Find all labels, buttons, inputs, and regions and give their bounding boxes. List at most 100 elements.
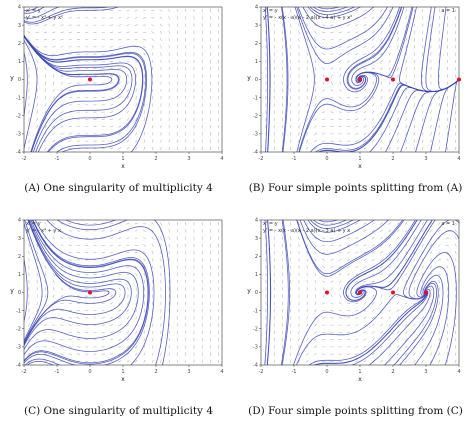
- y-tick-label: 0: [18, 77, 21, 83]
- vector-field-arrow: [438, 103, 440, 107]
- y-axis-label: y: [247, 75, 251, 82]
- plot-c: -2 -1 0 1 2 3 4 4 3 2 1 0 -1 -2 -3 -4 x y x' = yy' = - x⁴ …: [10, 218, 223, 383]
- vector-field-arrow: [380, 38, 383, 42]
- trajectory: [308, 362, 313, 365]
- x-tick-label: 1: [121, 369, 124, 375]
- y-axis-label: y: [10, 288, 14, 295]
- trajectory: [356, 79, 459, 151]
- vector-field-arrow: [168, 16, 171, 20]
- vector-field-arrow: [413, 110, 416, 114]
- vector-field-arrow: [413, 287, 416, 291]
- vector-field-arrow: [118, 96, 122, 99]
- vector-field-arrow: [396, 272, 400, 276]
- vector-field-arrow: [421, 236, 424, 240]
- vector-field-arrow: [109, 31, 114, 33]
- vector-field-arrow: [68, 140, 72, 142]
- vector-field-arrow: [330, 244, 334, 247]
- caption-b: (B) Four simple points splitting from (A…: [248, 182, 463, 194]
- vector-field-arrow: [338, 9, 342, 12]
- vector-field-arrow: [380, 30, 383, 34]
- vector-field-arrow: [52, 96, 55, 100]
- vector-field-arrow: [143, 272, 146, 276]
- trajectory: [24, 283, 126, 346]
- vector-field-arrow: [371, 273, 375, 276]
- vector-field-arrow: [396, 265, 400, 269]
- x-tick-label: 1: [358, 156, 361, 162]
- vector-field-arrow: [346, 9, 351, 12]
- vector-field-arrow: [306, 38, 309, 42]
- vector-field-arrow: [60, 46, 64, 48]
- vector-field-arrow: [322, 244, 326, 246]
- trajectory: [24, 350, 77, 362]
- vector-field-arrow: [413, 96, 416, 100]
- vector-field-arrow: [76, 353, 81, 355]
- vector-field-arrow: [454, 222, 458, 225]
- vector-field-arrow: [421, 139, 424, 143]
- vector-field-arrow: [298, 258, 300, 262]
- vector-field-arrow: [27, 24, 31, 26]
- vector-field-arrow: [126, 273, 130, 276]
- trajectory: [430, 7, 432, 9]
- vector-field-arrow: [314, 229, 317, 233]
- vector-field-arrow: [338, 317, 342, 319]
- trajectory: [438, 8, 459, 90]
- vector-field-arrow: [422, 146, 424, 150]
- vector-field-arrow: [397, 74, 399, 78]
- vector-field-arrow: [454, 236, 457, 240]
- trajectory: [30, 220, 90, 273]
- vector-field-arrow: [446, 117, 449, 122]
- vector-field-arrow: [109, 140, 114, 142]
- vector-field-arrow: [68, 147, 72, 150]
- trajectory: [76, 7, 120, 11]
- vector-field-arrow: [60, 237, 64, 240]
- vector-field-arrow: [36, 309, 39, 313]
- vector-field-arrow: [429, 287, 433, 291]
- vector-field-arrow: [313, 331, 317, 334]
- vector-field-arrow: [298, 338, 300, 342]
- vector-field-arrow: [36, 125, 39, 129]
- vector-field-arrow: [160, 258, 162, 262]
- vector-field-arrow: [346, 339, 351, 341]
- vector-field-arrow: [152, 323, 154, 327]
- vector-field-arrow: [405, 52, 407, 56]
- vector-field-arrow: [109, 104, 114, 106]
- trajectory: [46, 220, 51, 224]
- x-tick-label: -1: [55, 369, 60, 375]
- vector-field-arrow: [405, 272, 408, 276]
- vector-field-arrow: [35, 24, 39, 26]
- trajectory: [384, 150, 387, 152]
- vector-field-arrow: [446, 265, 449, 269]
- vector-field-arrow: [52, 331, 56, 334]
- equation-line: x' = y: [263, 8, 278, 14]
- vector-field-arrow: [405, 258, 408, 262]
- vector-field-arrow: [429, 96, 432, 100]
- trajectory: [356, 220, 361, 223]
- vector-field: [27, 221, 220, 364]
- equilibrium-point: [358, 290, 362, 295]
- vector-field-arrow: [396, 222, 400, 226]
- vector-field-arrow: [346, 251, 351, 254]
- vector-field-arrow: [306, 265, 308, 269]
- trajectory: [24, 35, 147, 149]
- vector-field-arrow: [429, 352, 432, 356]
- vector-field-arrow: [143, 352, 146, 356]
- trajectory: [46, 148, 51, 152]
- vector-field-arrow: [338, 96, 342, 99]
- vector-field-arrow: [363, 309, 367, 312]
- vector-field-arrow: [371, 258, 375, 261]
- vector-field-arrow: [135, 309, 138, 313]
- vector-field-arrow: [422, 45, 424, 49]
- vector-field-arrow: [298, 236, 300, 240]
- vector-field-arrow: [126, 16, 130, 19]
- vector-field-arrow: [346, 258, 350, 261]
- trajectory: [30, 90, 90, 152]
- vector-field-arrow: [52, 147, 56, 150]
- x-tick-label: -1: [292, 369, 297, 375]
- x-tick-label: 0: [88, 369, 91, 375]
- vector-field-arrow: [134, 265, 138, 269]
- vector-field-arrow: [306, 110, 308, 114]
- vector-field-arrow: [314, 301, 317, 305]
- y-tick-label: -4: [253, 363, 258, 369]
- vector-field-arrow: [36, 117, 38, 121]
- vector-field-arrow: [135, 67, 138, 71]
